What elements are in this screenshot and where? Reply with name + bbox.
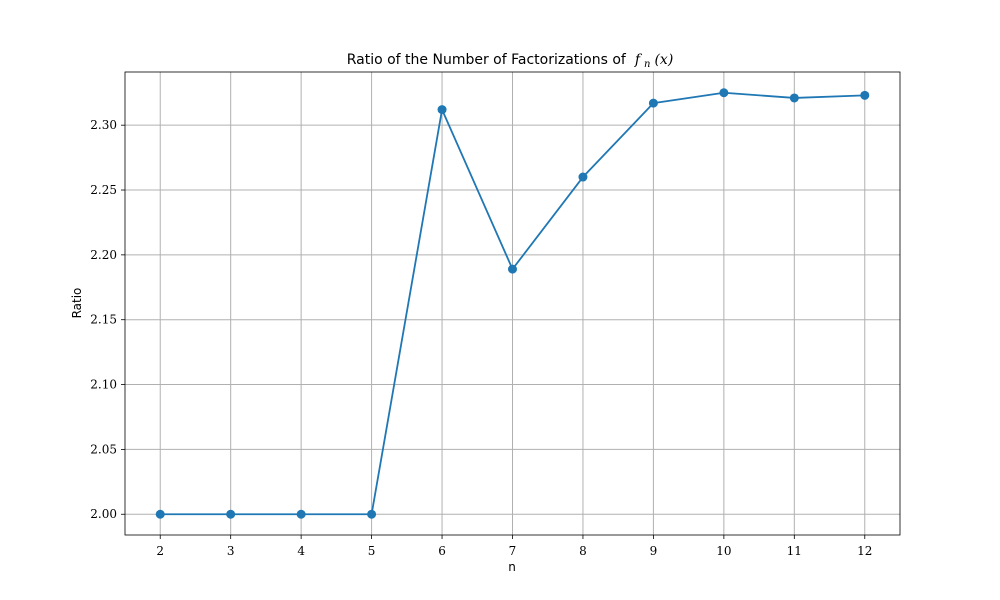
y-tick-label: 2.00	[90, 507, 117, 521]
y-axis-label: Ratio	[70, 288, 84, 319]
data-point	[437, 105, 447, 115]
chart-title-arg: (x)	[654, 52, 673, 68]
data-point	[719, 88, 729, 98]
x-tick-label: 7	[509, 544, 517, 558]
y-tick-label: 2.30	[90, 118, 117, 132]
x-tick-label: 6	[438, 544, 446, 558]
x-tick-label: 8	[579, 544, 587, 558]
y-tick-label: 2.05	[90, 442, 117, 456]
x-tick-label: 10	[716, 544, 731, 558]
data-point	[648, 98, 658, 108]
data-point	[860, 90, 870, 100]
ticks: 2 3 4 5 6 7 8 9 10 11 12 2.00 2.05 2.10 2.15 2.20 2.25 2.…	[90, 118, 872, 558]
x-tick-label: 3	[227, 544, 235, 558]
x-axis-label: n	[508, 560, 516, 574]
x-tick-label: 9	[650, 544, 658, 558]
series-layer	[155, 88, 870, 519]
data-point	[789, 93, 799, 103]
x-tick-label: 11	[787, 544, 802, 558]
data-point	[367, 509, 377, 519]
y-tick-label: 2.10	[90, 378, 117, 392]
chart-title: Ratio of the Number of Factorizations of…	[347, 51, 674, 71]
chart-title-text: Ratio of the Number of Factorizations of	[347, 52, 627, 68]
y-tick-label: 2.20	[90, 248, 117, 262]
chart-title-sub: n	[644, 59, 650, 70]
x-tick-label: 4	[297, 544, 305, 558]
chart-title-func: f	[634, 52, 643, 68]
x-tick-label: 12	[857, 544, 872, 558]
data-point	[296, 509, 306, 519]
data-point	[155, 509, 165, 519]
data-point	[578, 172, 588, 182]
y-tick-label: 2.25	[90, 183, 117, 197]
y-tick-label: 2.15	[90, 313, 117, 327]
data-point	[226, 509, 236, 519]
data-point	[508, 264, 517, 274]
x-tick-label: 5	[368, 544, 376, 558]
x-tick-label: 2	[156, 544, 164, 558]
